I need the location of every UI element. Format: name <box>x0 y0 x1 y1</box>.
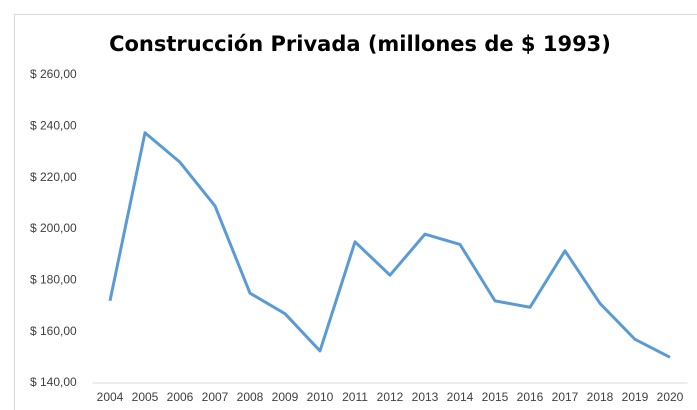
y-tick-label: $ 140,00 <box>30 375 77 389</box>
y-tick-label: $ 160,00 <box>30 324 77 338</box>
x-tick-label: 2016 <box>517 390 544 404</box>
x-tick-label: 2009 <box>272 390 299 404</box>
y-tick-label: $ 200,00 <box>30 221 77 235</box>
chart-title: Construcción Privada (millones de $ 1993… <box>109 32 611 56</box>
x-tick-label: 2006 <box>167 390 194 404</box>
y-tick-label: $ 260,00 <box>30 67 77 81</box>
x-tick-label: 2020 <box>657 390 684 404</box>
x-tick-label: 2018 <box>587 390 614 404</box>
x-tick-label: 2015 <box>482 390 509 404</box>
x-tick-label: 2005 <box>132 390 159 404</box>
x-tick-label: 2012 <box>377 390 404 404</box>
x-tick-label: 2017 <box>552 390 579 404</box>
x-tick-label: 2008 <box>237 390 264 404</box>
x-tick-label: 2014 <box>447 390 474 404</box>
data-line <box>108 131 671 359</box>
y-tick-label: $ 180,00 <box>30 273 77 287</box>
x-tick-label: 2019 <box>622 390 649 404</box>
x-tick-label: 2007 <box>202 390 229 404</box>
x-tick-label: 2011 <box>342 390 368 404</box>
x-tick-label: 2010 <box>307 390 334 404</box>
y-tick-label: $ 240,00 <box>30 119 77 133</box>
x-tick-label: 2004 <box>97 390 124 404</box>
x-tick-label: 2013 <box>412 390 439 404</box>
y-tick-label: $ 220,00 <box>30 170 77 184</box>
chart-frame <box>14 14 697 410</box>
